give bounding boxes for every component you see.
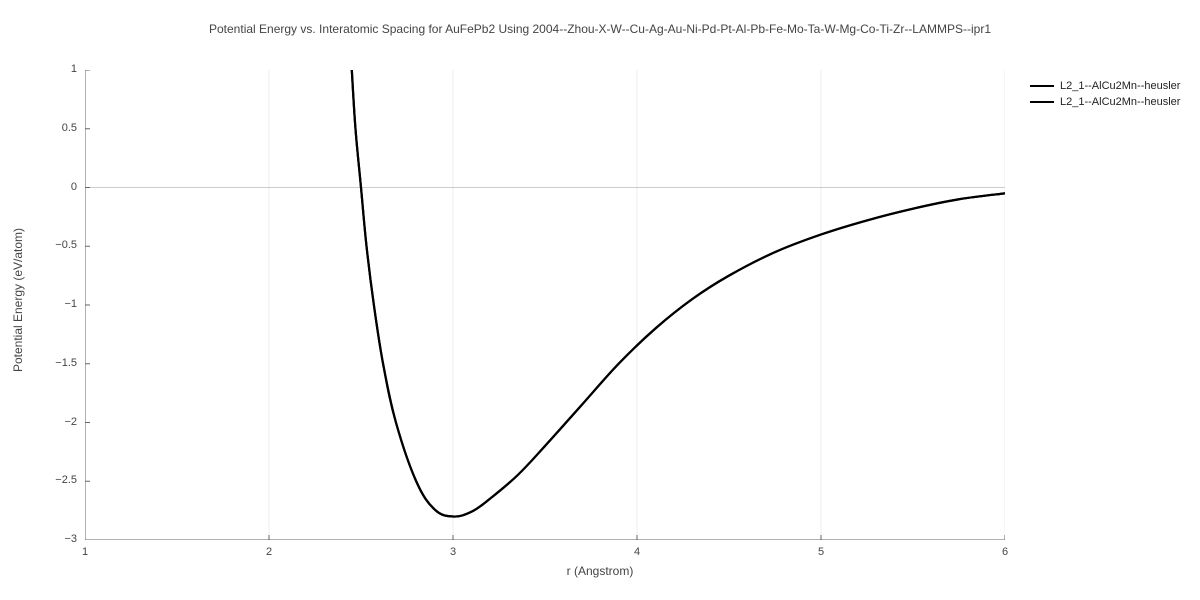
plot-area bbox=[85, 70, 1005, 540]
legend-swatch bbox=[1030, 101, 1054, 103]
x-tick-label: 3 bbox=[433, 546, 473, 558]
x-tick-label: 6 bbox=[985, 546, 1025, 558]
y-tick-label: −0.5 bbox=[37, 239, 77, 251]
chart-container: Potential Energy vs. Interatomic Spacing… bbox=[0, 0, 1200, 600]
legend-item: L2_1--AlCu2Mn--heusler bbox=[1030, 78, 1180, 94]
y-tick-label: −3 bbox=[37, 533, 77, 545]
y-tick-label: −1 bbox=[37, 298, 77, 310]
x-axis-label: r (Angstrom) bbox=[0, 564, 1200, 578]
x-tick-label: 2 bbox=[249, 546, 289, 558]
chart-title: Potential Energy vs. Interatomic Spacing… bbox=[0, 22, 1200, 36]
y-tick-label: −1.5 bbox=[37, 357, 77, 369]
y-tick-label: −2.5 bbox=[37, 474, 77, 486]
legend: L2_1--AlCu2Mn--heusler L2_1--AlCu2Mn--heu… bbox=[1030, 78, 1180, 110]
legend-item: L2_1--AlCu2Mn--heusler bbox=[1030, 94, 1180, 110]
y-tick-label: −2 bbox=[37, 416, 77, 428]
series-line bbox=[352, 70, 1005, 517]
x-tick-label: 5 bbox=[801, 546, 841, 558]
legend-swatch bbox=[1030, 85, 1054, 87]
x-tick-label: 4 bbox=[617, 546, 657, 558]
y-tick-label: 0 bbox=[37, 181, 77, 193]
y-tick-label: 1 bbox=[37, 63, 77, 75]
y-axis-label: Potential Energy (eV/atom) bbox=[11, 228, 25, 372]
series-line bbox=[352, 70, 1005, 517]
y-tick-label: 0.5 bbox=[37, 122, 77, 134]
x-tick-label: 1 bbox=[65, 546, 105, 558]
legend-label: L2_1--AlCu2Mn--heusler bbox=[1060, 96, 1180, 108]
legend-label: L2_1--AlCu2Mn--heusler bbox=[1060, 80, 1180, 92]
